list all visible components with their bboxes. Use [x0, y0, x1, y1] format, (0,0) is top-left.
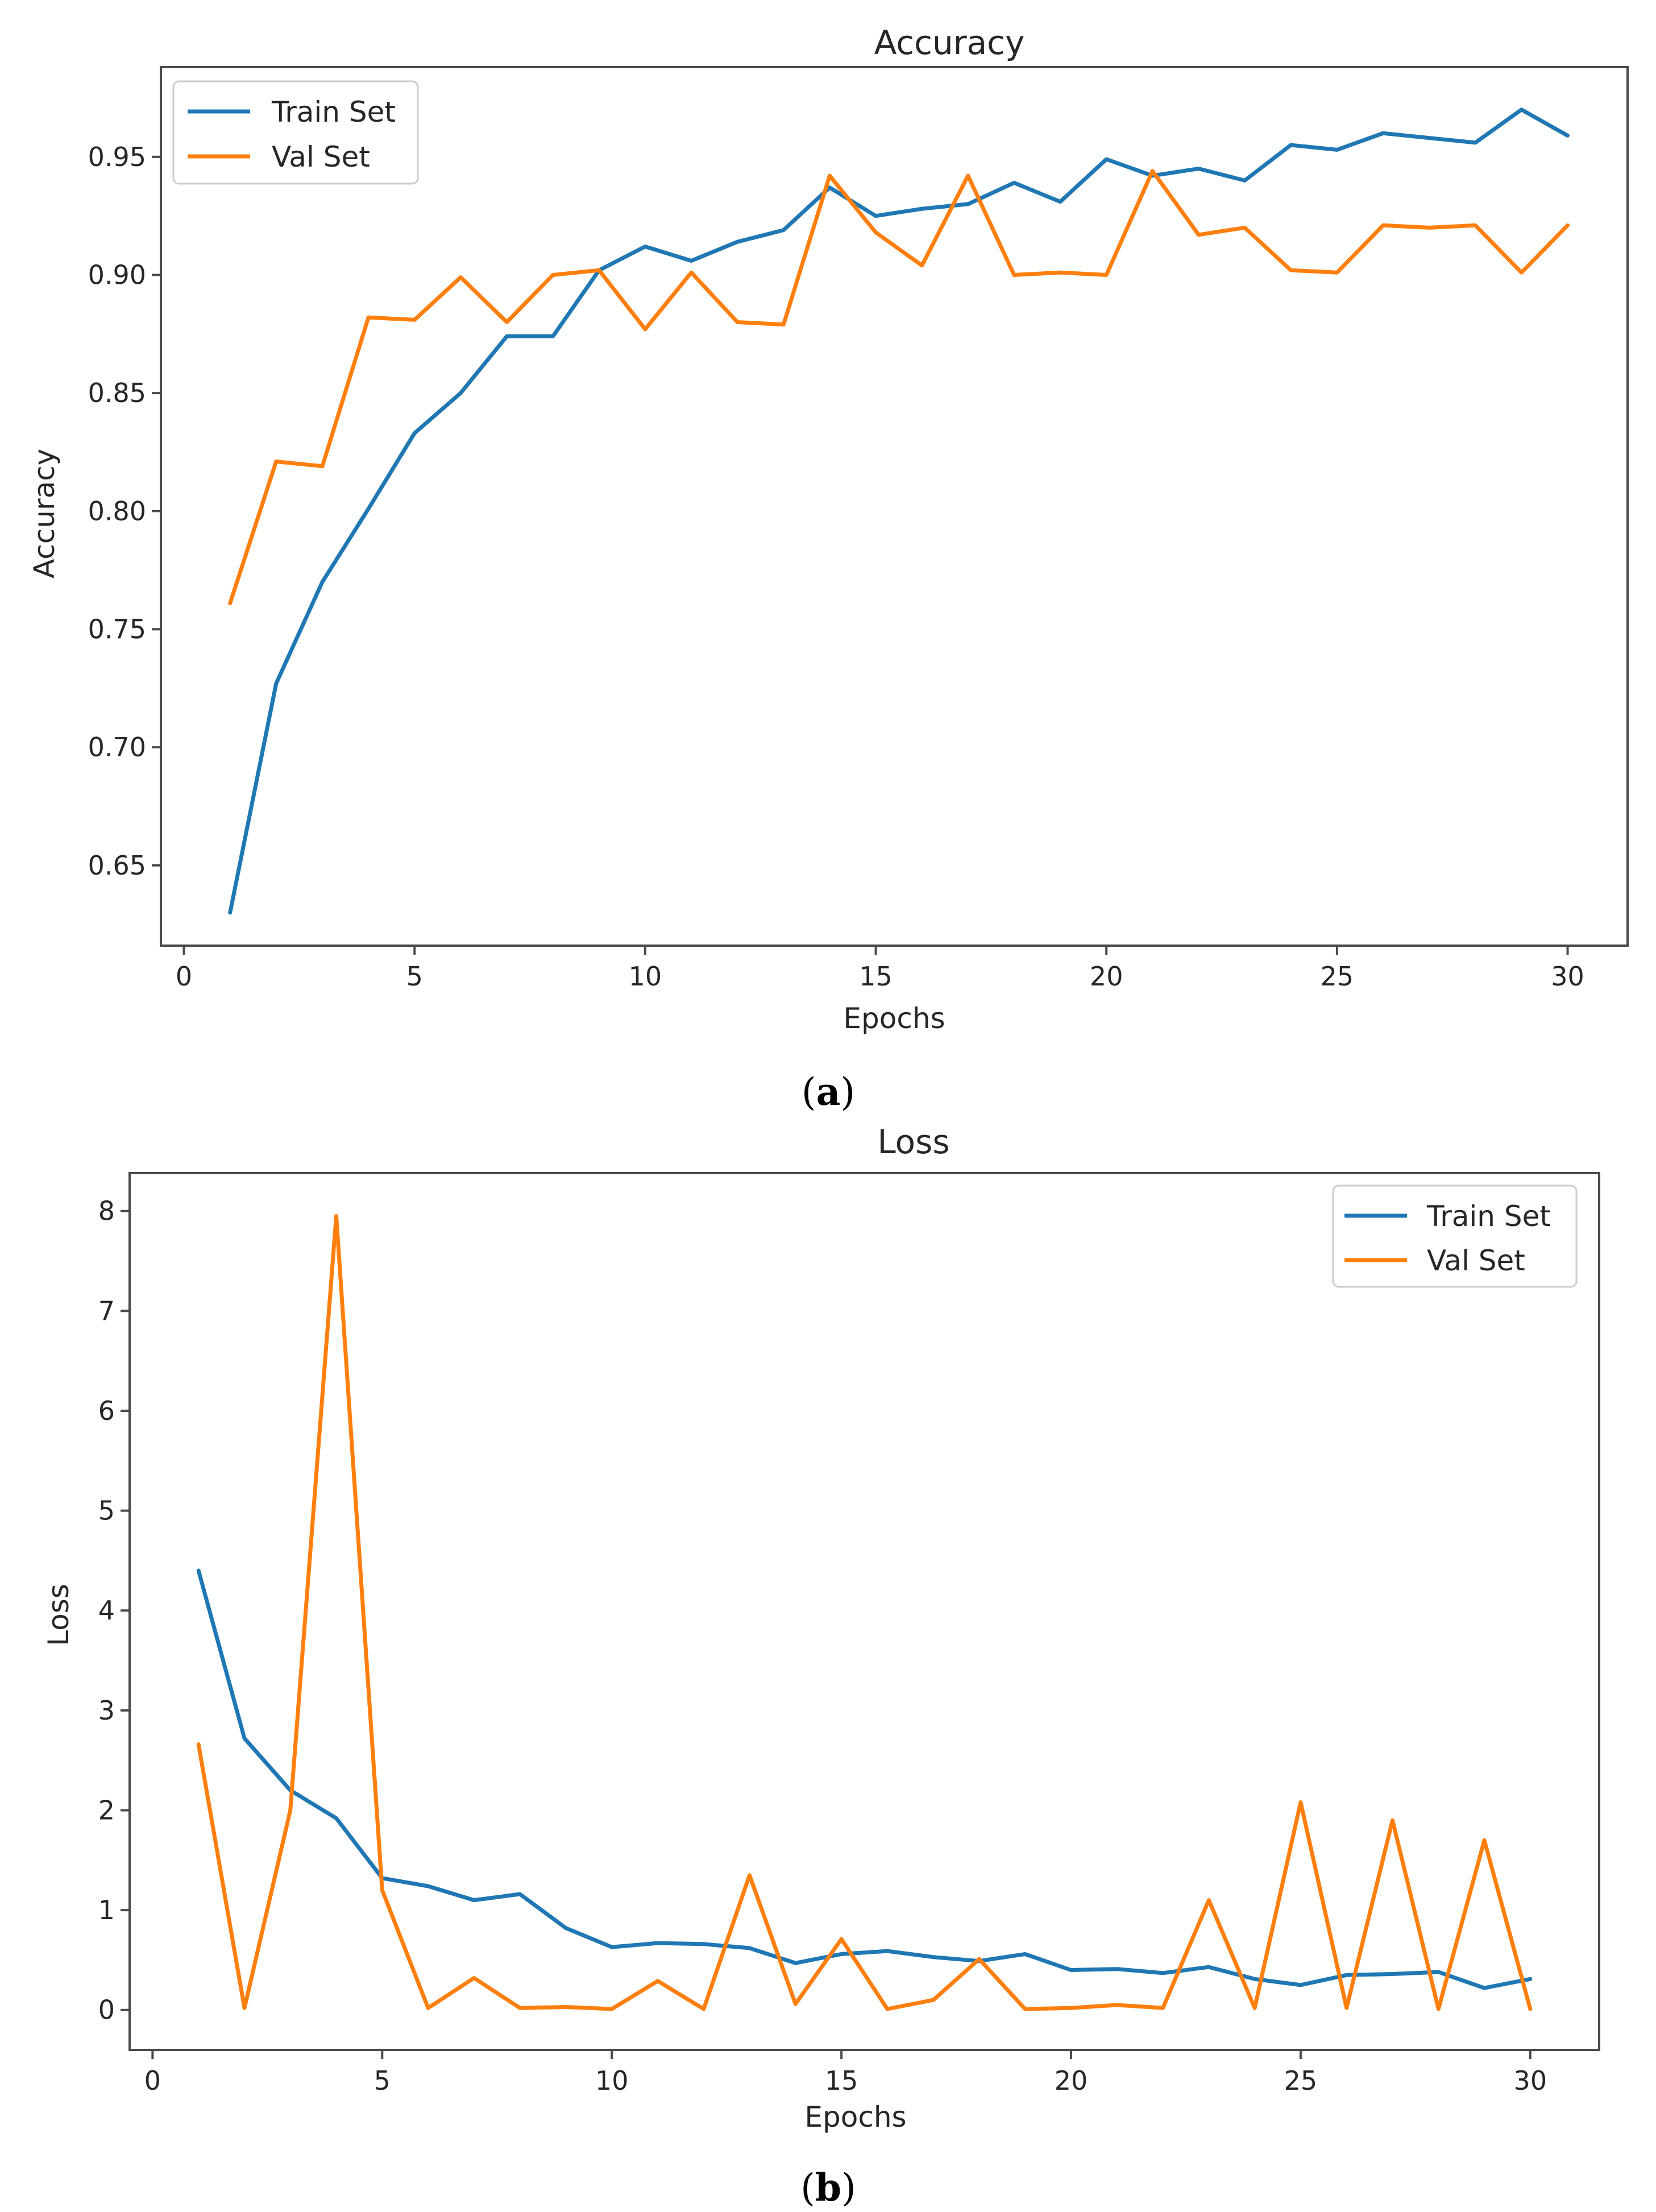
loss-y-tick-label: 3 [98, 1695, 115, 1726]
loss-x-tick-label: 15 [825, 2065, 858, 2096]
loss-y-axis-label: Loss [42, 1584, 75, 1646]
accuracy-chart: Accuracy 0.65 0.70 0.75 0.80 0.85 0.90 0.95 0 5… [28, 23, 1629, 1114]
loss-line-train-set [196, 1568, 1533, 1990]
accuracy-title: Accuracy [874, 23, 1025, 62]
loss-legend-val-label: Val Set [1427, 1244, 1525, 1277]
accuracy-y-tick-label: 0.70 [88, 732, 146, 763]
loss-y-tick-label: 5 [98, 1496, 115, 1526]
accuracy-x-tick-label: 15 [859, 961, 893, 992]
loss-caption: (b) [800, 2165, 856, 2210]
accuracy-x-tick-label: 30 [1551, 961, 1584, 992]
loss-y-tick-label: 6 [98, 1395, 115, 1426]
accuracy-caption: (a) [802, 1070, 855, 1114]
accuracy-legend: Train Set Val Set [172, 80, 419, 185]
accuracy-x-ticks: 0 5 10 15 20 25 30 [176, 946, 1584, 992]
accuracy-series-lines [228, 107, 1570, 915]
loss-caption-letter: b [815, 2165, 841, 2210]
loss-title: Loss [877, 1122, 949, 1161]
accuracy-line-train-set [228, 107, 1570, 915]
loss-x-tick-label: 30 [1514, 2065, 1547, 2096]
loss-line-val-set [196, 1214, 1533, 2011]
loss-x-tick-label: 10 [595, 2065, 629, 2096]
loss-y-tick-label: 1 [98, 1895, 115, 1925]
loss-x-tick-label: 5 [374, 2065, 391, 2096]
accuracy-y-tick-label: 0.80 [88, 496, 146, 527]
accuracy-y-tick-label: 0.65 [88, 850, 146, 881]
accuracy-x-axis-label: Epochs [843, 1002, 945, 1035]
accuracy-x-tick-label: 10 [629, 961, 662, 992]
accuracy-y-tick-label: 0.75 [88, 614, 146, 644]
loss-legend-train-label: Train Set [1426, 1200, 1551, 1233]
loss-y-tick-label: 0 [98, 1995, 115, 2025]
accuracy-y-tick-label: 0.90 [88, 259, 146, 290]
accuracy-y-ticks: 0.65 0.70 0.75 0.80 0.85 0.90 0.95 [88, 142, 161, 881]
accuracy-y-axis-label: Accuracy [28, 449, 61, 578]
accuracy-caption-letter: a [816, 1070, 841, 1114]
loss-plot-frame [128, 1172, 1600, 2051]
loss-x-tick-label: 25 [1284, 2065, 1318, 2096]
loss-y-ticks: 0 1 2 3 4 5 6 7 8 [98, 1196, 130, 2025]
accuracy-y-tick-label: 0.85 [88, 378, 146, 408]
loss-x-ticks: 0 5 10 15 20 25 30 [144, 2050, 1547, 2096]
accuracy-x-tick-label: 20 [1090, 961, 1123, 992]
loss-legend: Train Set Val Set [1332, 1184, 1578, 1288]
loss-x-axis-label: Epochs [804, 2101, 906, 2134]
accuracy-legend-val-label: Val Set [272, 140, 370, 173]
loss-y-tick-label: 2 [98, 1795, 115, 1825]
accuracy-x-tick-label: 25 [1321, 961, 1354, 992]
accuracy-legend-train-label: Train Set [271, 96, 396, 129]
accuracy-line-val-set [228, 169, 1570, 606]
accuracy-plot-frame [160, 66, 1629, 947]
accuracy-y-tick-label: 0.95 [88, 142, 146, 172]
loss-series-lines [196, 1214, 1533, 2011]
accuracy-x-tick-label: 5 [406, 961, 423, 992]
loss-x-tick-label: 0 [144, 2065, 161, 2096]
loss-y-tick-label: 8 [98, 1196, 115, 1227]
loss-y-tick-label: 4 [98, 1595, 115, 1626]
accuracy-x-tick-label: 0 [176, 961, 192, 992]
loss-y-tick-label: 7 [98, 1295, 115, 1326]
loss-x-tick-label: 20 [1055, 2065, 1088, 2096]
